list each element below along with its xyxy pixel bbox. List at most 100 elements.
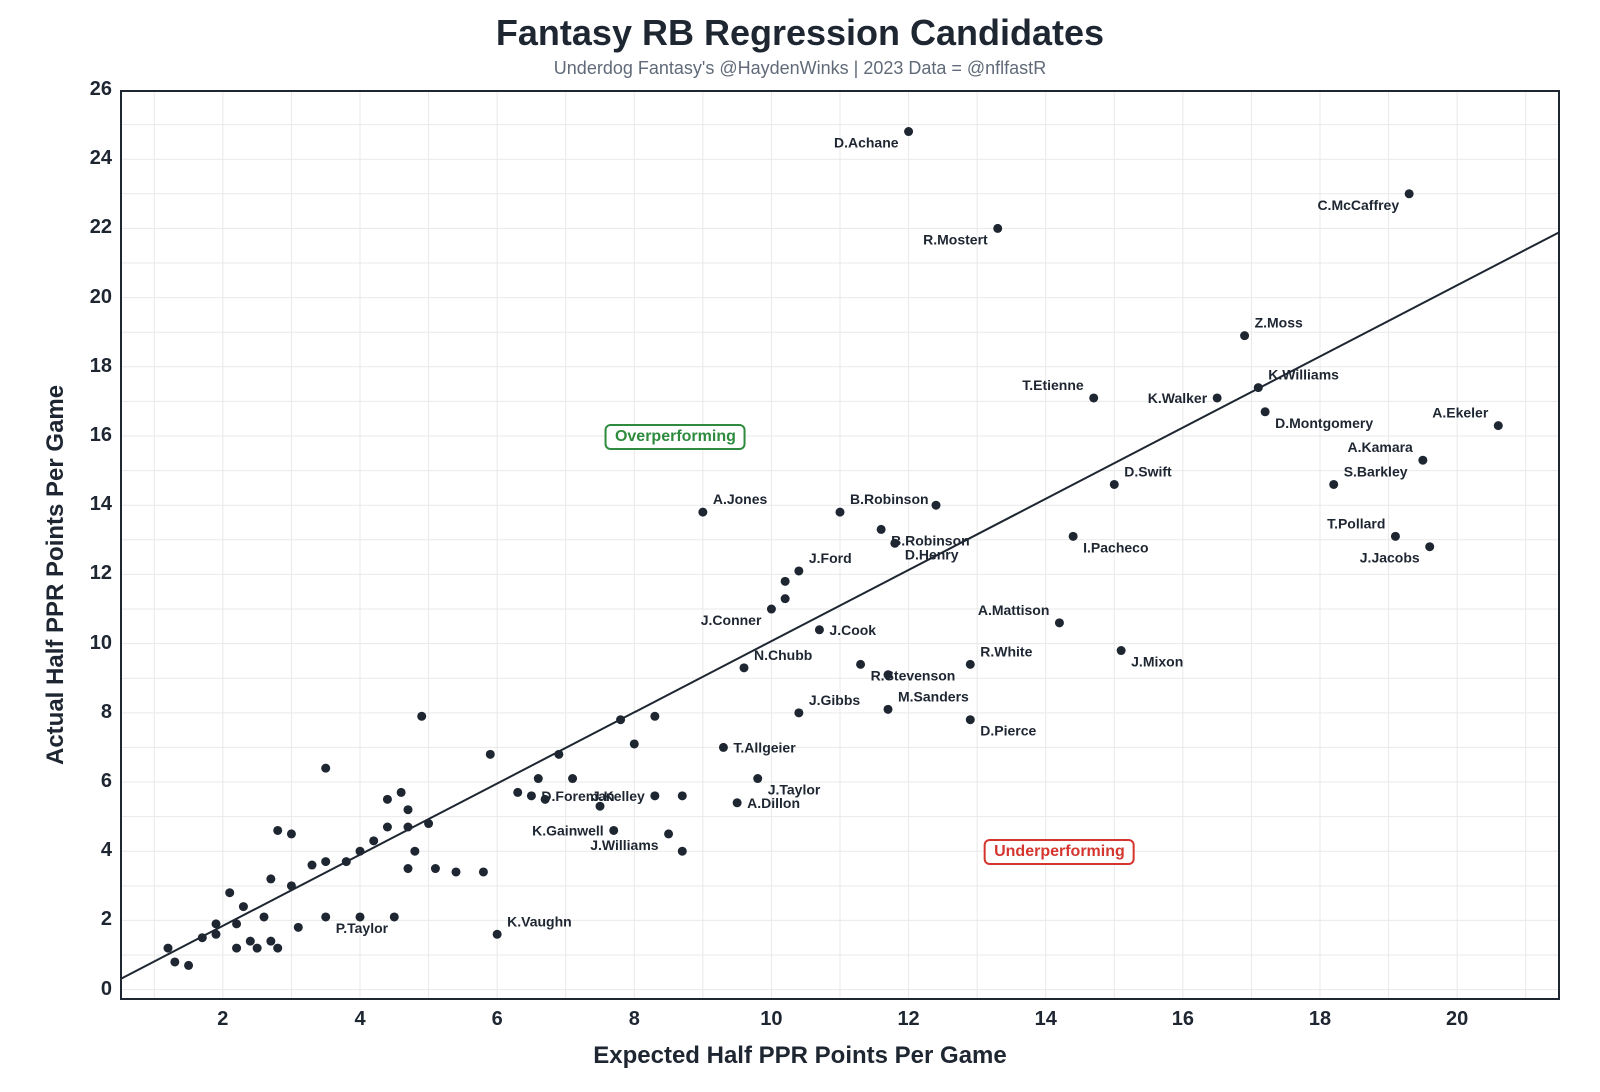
scatter-point xyxy=(815,625,824,634)
scatter-point xyxy=(1418,456,1427,465)
scatter-point xyxy=(678,847,687,856)
point-label: D.Henry xyxy=(905,546,959,562)
scatter-point xyxy=(753,774,762,783)
point-label: K.Vaughn xyxy=(507,913,572,929)
scatter-point xyxy=(568,774,577,783)
y-tick-label: 26 xyxy=(76,78,112,101)
callout-underperforming: Underperforming xyxy=(984,839,1135,865)
scatter-point xyxy=(225,888,234,897)
scatter-point xyxy=(369,836,378,845)
scatter-point xyxy=(650,791,659,800)
point-label: I.Pacheco xyxy=(1083,539,1148,555)
scatter-point xyxy=(794,566,803,575)
point-label: P.Taylor xyxy=(336,920,389,936)
scatter-point xyxy=(424,819,433,828)
scatter-point xyxy=(616,715,625,724)
scatter-point xyxy=(1494,421,1503,430)
scatter-point xyxy=(486,750,495,759)
scatter-point xyxy=(678,791,687,800)
x-axis-label-text: Expected Half PPR Points Per Game xyxy=(593,1042,1006,1069)
chart-subtitle: Underdog Fantasy's @HaydenWinks | 2023 D… xyxy=(0,58,1600,79)
point-label: K.Williams xyxy=(1268,367,1339,383)
scatter-point xyxy=(1329,480,1338,489)
scatter-point xyxy=(321,764,330,773)
point-label: S.Barkley xyxy=(1344,463,1408,479)
scatter-point xyxy=(232,919,241,928)
scatter-point xyxy=(767,605,776,614)
y-tick-label: 24 xyxy=(76,147,112,170)
scatter-point xyxy=(239,902,248,911)
y-tick-label: 10 xyxy=(76,632,112,655)
chart-subtitle-text: Underdog Fantasy's @HaydenWinks | 2023 D… xyxy=(554,58,1046,78)
scatter-point xyxy=(1069,532,1078,541)
scatter-point xyxy=(1405,189,1414,198)
scatter-point xyxy=(266,937,275,946)
y-tick-label: 18 xyxy=(76,355,112,378)
point-label: J.Mixon xyxy=(1131,654,1183,670)
point-label: J.Ford xyxy=(809,550,852,566)
scatter-point xyxy=(253,944,262,953)
point-label: B.Robinson xyxy=(850,491,929,507)
scatter-point xyxy=(410,847,419,856)
scatter-point xyxy=(417,712,426,721)
x-tick-label: 8 xyxy=(622,1008,646,1031)
scatter-point xyxy=(184,961,193,970)
scatter-point xyxy=(287,829,296,838)
callout-overperforming: Overperforming xyxy=(605,424,746,450)
scatter-point xyxy=(781,577,790,586)
point-label: A.Mattison xyxy=(978,602,1050,618)
scatter-point xyxy=(321,912,330,921)
x-tick-label: 10 xyxy=(759,1008,783,1031)
scatter-point xyxy=(1254,383,1263,392)
scatter-point xyxy=(273,826,282,835)
scatter-point xyxy=(527,791,536,800)
y-tick-label: 6 xyxy=(76,770,112,793)
point-label: C.McCaffrey xyxy=(1317,197,1399,213)
scatter-point xyxy=(321,857,330,866)
point-label: A.Dillon xyxy=(747,795,800,811)
point-label: J.Conner xyxy=(701,612,762,628)
scatter-point xyxy=(1089,393,1098,402)
scatter-point xyxy=(356,847,365,856)
scatter-point xyxy=(266,874,275,883)
scatter-point xyxy=(164,944,173,953)
scatter-point xyxy=(452,867,461,876)
y-axis-label-text: Actual Half PPR Points Per Game xyxy=(42,385,69,765)
scatter-point xyxy=(664,829,673,838)
scatter-point xyxy=(1117,646,1126,655)
point-label: R.Mostert xyxy=(923,231,988,247)
scatter-point xyxy=(383,795,392,804)
scatter-point xyxy=(1213,393,1222,402)
point-label: T.Allgeier xyxy=(733,739,796,755)
y-tick-label: 8 xyxy=(76,701,112,724)
y-tick-label: 2 xyxy=(76,908,112,931)
y-tick-label: 12 xyxy=(76,562,112,585)
point-label: J.Jacobs xyxy=(1360,550,1420,566)
x-tick-label: 14 xyxy=(1034,1008,1058,1031)
y-tick-label: 14 xyxy=(76,493,112,516)
scatter-point xyxy=(534,774,543,783)
y-axis-label: Actual Half PPR Points Per Game xyxy=(42,385,70,765)
scatter-point xyxy=(554,750,563,759)
scatter-point xyxy=(273,944,282,953)
scatter-point xyxy=(733,798,742,807)
y-tick-label: 0 xyxy=(76,978,112,1001)
scatter-point xyxy=(404,822,413,831)
y-tick-label: 22 xyxy=(76,216,112,239)
point-label: A.Ekeler xyxy=(1432,405,1489,421)
scatter-point xyxy=(513,788,522,797)
scatter-point xyxy=(246,937,255,946)
point-label: D.Montgomery xyxy=(1275,415,1373,431)
scatter-point xyxy=(904,127,913,136)
chart-title: Fantasy RB Regression Candidates xyxy=(0,12,1600,54)
scatter-point xyxy=(308,861,317,870)
point-label: Z.Moss xyxy=(1255,315,1303,331)
scatter-point xyxy=(781,594,790,603)
scatter-point xyxy=(884,705,893,714)
scatter-point xyxy=(404,864,413,873)
scatter-point xyxy=(493,930,502,939)
scatter-point xyxy=(479,867,488,876)
scatter-point xyxy=(596,802,605,811)
scatter-point xyxy=(170,957,179,966)
point-label: A.Jones xyxy=(713,491,768,507)
